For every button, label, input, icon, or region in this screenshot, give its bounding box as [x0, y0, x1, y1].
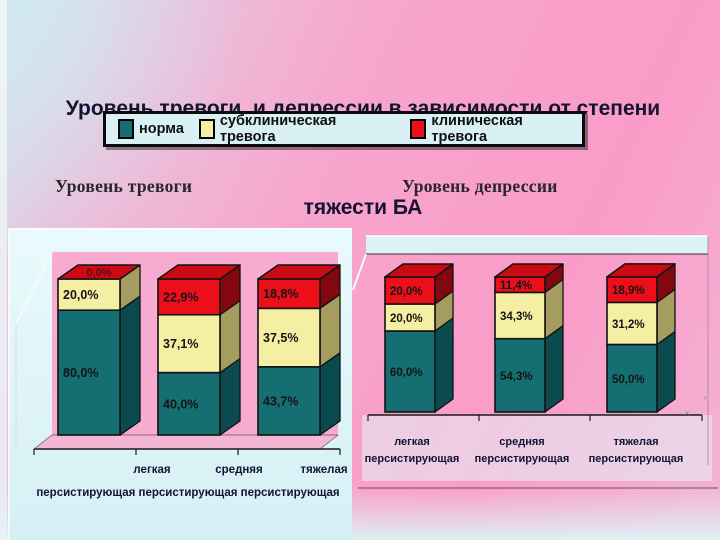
- bar-segment-label: 22,9%: [163, 290, 198, 304]
- bar-top-face: [494, 263, 564, 278]
- legend-swatch-clinical-icon: [410, 119, 427, 139]
- bar-side-face: [434, 317, 454, 413]
- legend-swatch-norma-icon: [118, 119, 134, 139]
- bar-front-face: [384, 303, 436, 332]
- bar-segment-label: 40,0%: [163, 397, 198, 411]
- bar-segment-label: 43,7%: [263, 394, 298, 408]
- bar-segment-label: 20,0%: [390, 286, 423, 298]
- bar-segment-label: 18,9%: [612, 285, 645, 297]
- bar-top-face: [57, 264, 141, 280]
- category-label: средняя: [499, 436, 544, 448]
- depression-section-title: Уровень депрессии: [402, 176, 558, 196]
- bar-side-face: [119, 295, 141, 436]
- wall-edge-line: [352, 253, 367, 291]
- legend-swatch-subclinical-icon: [198, 119, 215, 139]
- legend-label-norma: норма: [139, 121, 184, 137]
- bar-front-face: [606, 301, 658, 346]
- slide-title-line2: тяжести БА: [303, 196, 423, 219]
- artifact-mark: +: [702, 393, 707, 403]
- category-label: персистирующая персистирующая персистиру…: [36, 487, 339, 499]
- bar-segment-label: 18,8%: [263, 287, 298, 301]
- ceiling-band: [366, 236, 708, 254]
- bar-front-face: [157, 278, 221, 316]
- legend: норма субклиническая тревога клиническая…: [103, 111, 585, 147]
- bar-top-face: [157, 264, 241, 280]
- legend-label-clinical: клиническая тревога: [431, 113, 523, 145]
- plot-floor: [33, 434, 339, 450]
- bar-front-face: [257, 366, 321, 436]
- bar-top-face: [257, 264, 341, 280]
- legend-item-subclinical: субклиническая тревога: [198, 113, 396, 145]
- bar-front-face: [257, 307, 321, 368]
- bar-segment-label: 80,0%: [63, 366, 98, 380]
- anxiety-section-title: Уровень тревоги: [55, 176, 193, 196]
- bar-segment-label: 37,5%: [263, 331, 298, 345]
- bar-segment-label: 20,0%: [390, 313, 423, 325]
- bar-segment-label: 50,0%: [612, 374, 645, 386]
- wall-edge-line: [15, 251, 53, 325]
- category-label: тяжелая: [300, 464, 347, 476]
- bar-front-face: [57, 309, 121, 436]
- floor-band: [362, 415, 712, 481]
- category-label: персистирующая: [475, 453, 570, 465]
- anxiety-chart-panel: 80,0% 20,0% 0,0% 40,0% 37,1% 22,9% 43,7% 37,5% 1…: [8, 228, 352, 540]
- bar-top-face: [384, 263, 454, 278]
- anxiety-chart: 80,0% 20,0% 0,0% 40,0% 37,1% 22,9% 43,7% 37,5% 1…: [15, 251, 348, 499]
- artifact-mark: ×: [684, 408, 689, 418]
- bar-segment-label: 11,4%: [500, 280, 532, 292]
- category-label: легкая: [394, 436, 430, 448]
- bar-segment-label: 34,3%: [500, 311, 533, 323]
- category-label: средняя: [215, 464, 262, 476]
- bar-side-face: [544, 325, 564, 413]
- category-label: персистирующая: [589, 453, 684, 465]
- bar-front-face: [257, 278, 321, 310]
- bar-segment-label: 37,1%: [163, 337, 198, 351]
- bar-segment-label: 31,2%: [612, 319, 645, 331]
- depression-chart-panel: 60,0% 20,0% 20,0% 54,3% 34,3% 11,4% 50,0% 31,2%…: [352, 233, 720, 491]
- slide-left-edge-highlight: [0, 0, 7, 540]
- legend-item-clinical: клиническая тревога: [410, 113, 582, 145]
- bar-side-face: [656, 330, 676, 413]
- bar-front-face: [384, 330, 436, 413]
- category-label: персистирующая: [365, 453, 460, 465]
- bar-front-face: [157, 371, 221, 436]
- bar-segment-label: 20,0%: [63, 288, 98, 302]
- bar-top-face: [606, 263, 676, 278]
- bar-zero-label: 0,0%: [86, 267, 111, 279]
- depression-chart: 60,0% 20,0% 20,0% 54,3% 34,3% 11,4% 50,0% 31,2%…: [352, 235, 718, 489]
- category-label: тяжелая: [613, 436, 658, 448]
- bar-segment-label: 54,3%: [500, 371, 533, 383]
- bar-front-face: [494, 291, 546, 340]
- bar-segment-label: 60,0%: [390, 367, 423, 379]
- legend-label-subclinical: субклиническая тревога: [219, 113, 337, 145]
- category-label: легкая: [133, 464, 170, 476]
- legend-item-norma: норма: [118, 119, 184, 139]
